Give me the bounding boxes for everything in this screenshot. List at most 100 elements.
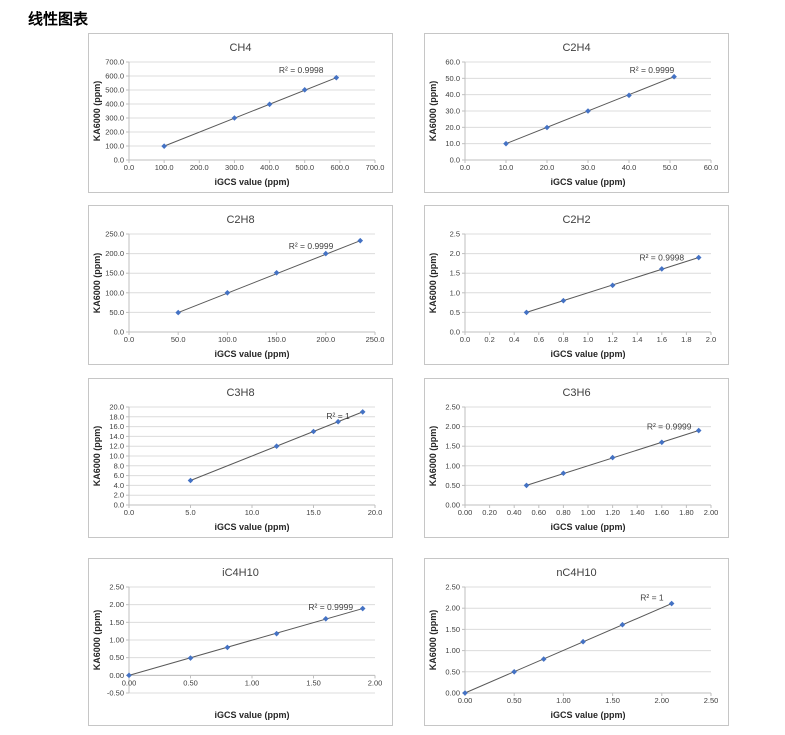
y-tick-label: 8.0 — [114, 461, 124, 470]
x-tick-label: 200.0 — [316, 335, 335, 344]
y-tick-label: 400.0 — [105, 100, 124, 109]
trend-line — [464, 603, 672, 694]
y-tick-label: 1.50 — [445, 442, 460, 451]
trend-line — [505, 76, 675, 145]
x-tick-label: 150.0 — [267, 335, 286, 344]
y-tick-label: 2.00 — [445, 604, 460, 613]
x-tick-label: 1.40 — [630, 508, 645, 517]
y-tick-label: 10.0 — [109, 452, 124, 461]
y-tick-label: 1.50 — [445, 625, 460, 634]
y-tick-label: 2.50 — [109, 583, 124, 592]
data-point-marker — [187, 477, 194, 484]
y-tick-label: 0.0 — [114, 501, 124, 510]
y-tick-label: 1.00 — [445, 461, 460, 470]
y-axis-title: KA6000 (ppm) — [428, 81, 438, 142]
x-tick-label: 2.00 — [654, 696, 669, 705]
y-axis-title: KA6000 (ppm) — [92, 426, 102, 487]
x-axis-title: iGCS value (ppm) — [214, 177, 289, 187]
chart-title: C3H6 — [562, 387, 590, 399]
data-point-marker — [301, 87, 308, 93]
y-tick-label: 2.50 — [445, 403, 460, 412]
data-point-marker — [659, 439, 665, 446]
y-tick-label: 4.0 — [114, 481, 124, 490]
y-tick-label: 1.0 — [450, 288, 460, 297]
y-tick-label: 0.00 — [445, 501, 460, 510]
y-axis-title: KA6000 (ppm) — [92, 610, 102, 671]
x-tick-label: 2.50 — [704, 696, 719, 705]
chart-c3h8: C3H8 R² = 1 0.0 2.0 4.0 6.0 8.0 10.0 12.0 14.0 16.… — [88, 378, 393, 538]
x-tick-label: 1.00 — [581, 508, 596, 517]
r2-annotation: R² = 0.9998 — [279, 65, 324, 75]
x-tick-label: 0.00 — [122, 678, 137, 687]
x-tick-label: 0.4 — [509, 335, 519, 344]
r2-annotation: R² = 0.9998 — [639, 253, 684, 263]
y-tick-label: 0.0 — [114, 156, 124, 165]
data-point-marker — [540, 656, 547, 662]
data-point-marker — [503, 140, 509, 147]
y-tick-label: 50.0 — [109, 308, 124, 317]
charts-grid: CH4 R² = 0.9998 0.0 100.0 200.0 300.0 400.0 500… — [88, 33, 729, 730]
y-tick-label: 14.0 — [109, 432, 124, 441]
data-point-marker — [175, 309, 181, 316]
chart-c2h4: C2H4 R² = 0.9999 0.0 10.0 20.0 30.0 40.0 50.0 60… — [424, 33, 729, 193]
chart-svg: C2H4 R² = 0.9999 0.0 10.0 20.0 30.0 40.0 50.0 60… — [428, 42, 718, 187]
y-tick-label: -0.50 — [107, 689, 124, 698]
chart-title: CH4 — [229, 42, 251, 54]
data-point-marker — [671, 73, 677, 80]
x-tick-label: 0.0 — [124, 163, 134, 172]
data-point-marker — [323, 616, 329, 622]
data-point-marker — [266, 101, 273, 108]
x-tick-label: 100.0 — [155, 163, 174, 172]
x-axis-title: iGCS value (ppm) — [550, 710, 625, 720]
chart-title: C2H8 — [226, 214, 254, 226]
y-tick-label: 200.0 — [105, 128, 124, 137]
x-tick-label: 10.0 — [499, 163, 514, 172]
x-tick-label: 1.6 — [657, 335, 667, 344]
data-point-marker — [695, 254, 702, 261]
x-tick-label: 400.0 — [260, 163, 279, 172]
y-tick-label: 0.50 — [445, 667, 460, 676]
data-point-marker — [560, 470, 567, 477]
data-point-marker — [462, 690, 468, 696]
data-point-marker — [231, 115, 238, 121]
y-tick-label: 150.0 — [105, 269, 124, 278]
x-tick-label: 50.0 — [171, 335, 186, 344]
data-point-marker — [609, 454, 616, 461]
y-tick-label: 1.00 — [109, 636, 124, 645]
x-tick-label: 20.0 — [368, 508, 383, 517]
x-tick-label: 1.0 — [583, 335, 593, 344]
chart-title: C3H8 — [226, 387, 254, 399]
x-tick-label: 1.2 — [607, 335, 617, 344]
data-point-marker — [523, 482, 530, 489]
x-tick-label: 1.00 — [245, 678, 260, 687]
chart-svg: C2H2 R² = 0.9998 0.0 0.5 1.0 1.5 2.0 2.5 0.0 0.2 0… — [428, 214, 716, 359]
x-tick-label: 0.50 — [507, 696, 522, 705]
y-tick-label: 60.0 — [445, 58, 460, 67]
data-point-marker — [580, 638, 586, 645]
y-tick-label: 1.5 — [450, 269, 460, 278]
chart-svg: C3H6 R² = 0.9999 0.00 0.50 1.00 1.50 2.00 2.50 0… — [428, 387, 718, 532]
x-tick-label: 0.0 — [460, 163, 470, 172]
data-point-marker — [357, 237, 364, 244]
data-point-marker — [310, 428, 317, 435]
trend-line — [163, 77, 337, 147]
x-tick-label: 2.00 — [368, 678, 383, 687]
y-tick-label: 30.0 — [445, 107, 460, 116]
y-tick-label: 6.0 — [114, 471, 124, 480]
y-tick-label: 16.0 — [109, 422, 124, 431]
data-point-marker — [161, 143, 167, 149]
x-tick-label: 600.0 — [330, 163, 349, 172]
y-tick-label: 2.0 — [114, 491, 124, 500]
data-point-marker — [126, 672, 132, 679]
x-tick-label: 0.40 — [507, 508, 522, 517]
y-tick-label: 600.0 — [105, 72, 124, 81]
data-point-marker — [619, 621, 626, 628]
trend-line — [128, 608, 363, 676]
data-point-marker — [224, 290, 231, 296]
y-tick-label: 100.0 — [105, 142, 124, 151]
x-tick-label: 200.0 — [190, 163, 209, 172]
data-point-marker — [187, 655, 194, 661]
y-tick-label: 2.00 — [445, 422, 460, 431]
y-tick-label: 10.0 — [445, 139, 460, 148]
